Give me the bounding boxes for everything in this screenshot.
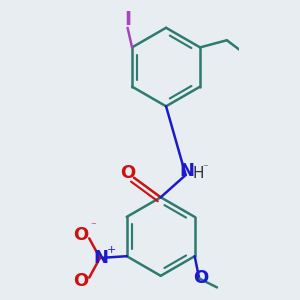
Text: +: + [107,245,116,255]
Text: O: O [74,226,89,244]
Text: ⁻: ⁻ [202,164,208,174]
Text: ⁻: ⁻ [90,221,96,231]
Text: N: N [179,161,194,179]
Text: I: I [124,10,131,29]
Text: O: O [193,269,208,287]
Text: O: O [74,272,89,290]
Text: N: N [93,249,108,267]
Text: O: O [120,164,135,182]
Text: H: H [192,166,204,181]
